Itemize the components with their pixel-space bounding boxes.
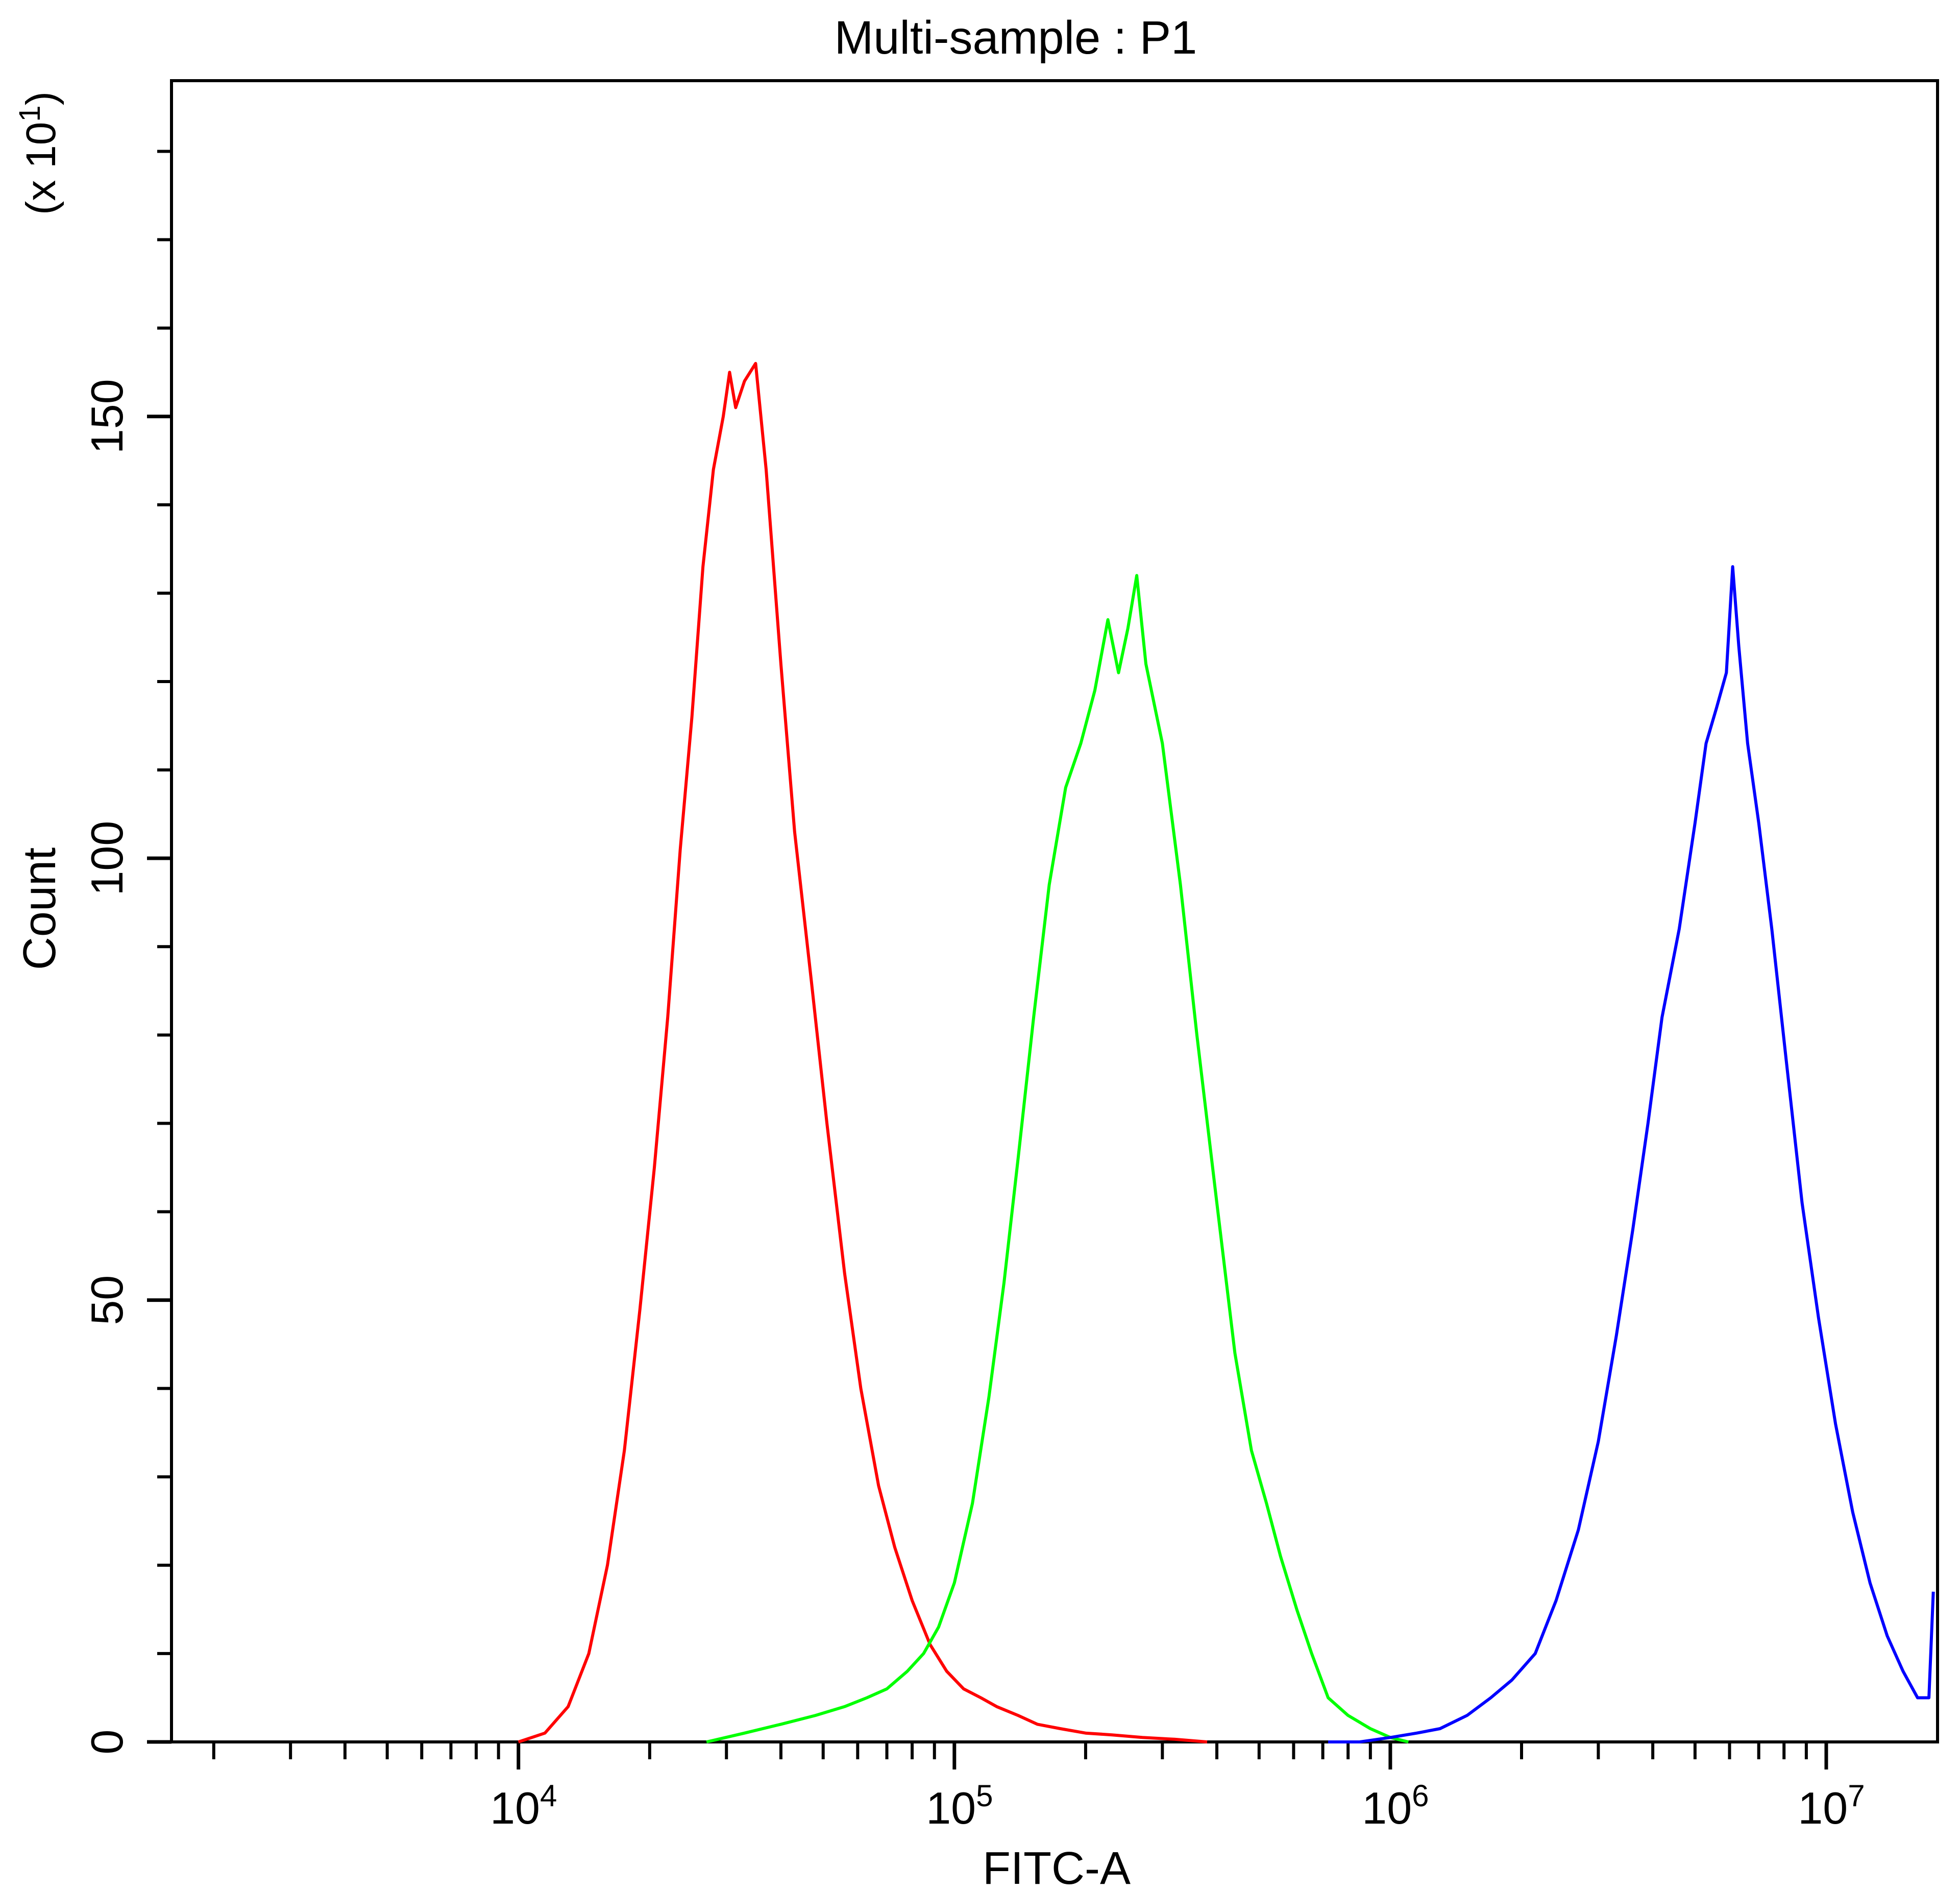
x-tick-label-exponent: 6 (1412, 1779, 1429, 1813)
series-line-3 (1328, 565, 1935, 1743)
x-tick-label-exponent: 4 (540, 1779, 557, 1813)
y-axis-multiplier-exponent: 1 (13, 105, 46, 122)
series-line-2 (706, 574, 1409, 1743)
chart-title: Multi-sample : P1 (835, 12, 1197, 64)
plot-frame (170, 79, 1939, 1743)
y-axis-multiplier-prefix: (x 10 (18, 122, 64, 215)
x-tick-label-base: 10 (1362, 1783, 1412, 1833)
x-tick-label: 107 (1798, 1779, 1865, 1833)
x-tick-label: 105 (926, 1779, 993, 1833)
series-lines (518, 361, 1935, 1743)
x-tick-label-base: 10 (490, 1783, 540, 1833)
x-axis-tick-labels: 104 105 106 107 (490, 1779, 1865, 1833)
x-tick-label: 104 (490, 1779, 557, 1833)
y-axis-multiplier: (x 101) (13, 91, 64, 215)
x-tick-label-exponent: 7 (1848, 1779, 1865, 1813)
x-tick-label-base: 10 (926, 1783, 976, 1833)
x-axis-label: FITC-A (983, 1843, 1131, 1891)
y-tick-label: 100 (82, 821, 132, 896)
y-axis-label: Count (14, 847, 65, 970)
y-tick-label: 150 (82, 379, 132, 454)
series-line-1 (518, 361, 1208, 1743)
x-tick-label: 106 (1362, 1779, 1429, 1833)
y-tick-label: 0 (82, 1730, 132, 1755)
x-tick-label-base: 10 (1798, 1783, 1848, 1833)
x-axis-ticks (212, 1742, 1828, 1769)
y-axis-tick-labels: 0 50 100 150 (82, 379, 132, 1754)
y-tick-label: 50 (82, 1275, 132, 1325)
x-tick-label-exponent: 5 (976, 1779, 993, 1813)
y-axis-ticks (147, 150, 172, 1744)
y-axis-multiplier-suffix: ) (18, 91, 64, 105)
